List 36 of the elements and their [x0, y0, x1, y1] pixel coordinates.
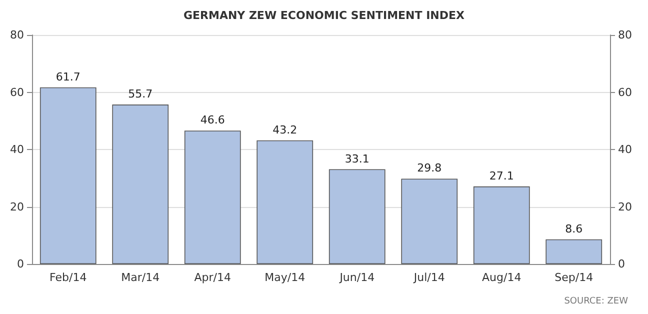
y-tick-label: 80	[10, 28, 24, 42]
source-note: SOURCE: ZEW	[564, 296, 628, 306]
data-label: 55.7	[128, 88, 153, 101]
x-tick-label: Feb/14	[50, 271, 87, 284]
y-tick-label: 20	[10, 200, 24, 214]
bar	[112, 104, 169, 264]
x-tick-label: Aug/14	[482, 271, 522, 284]
data-label: 33.1	[344, 152, 370, 166]
data-label: 8.6	[565, 222, 583, 236]
bar	[256, 140, 314, 264]
x-tick-label: Mar/14	[121, 271, 160, 284]
x-tick-label: May/14	[264, 271, 306, 284]
bar	[473, 186, 530, 264]
bar	[401, 178, 458, 264]
bar	[184, 130, 241, 264]
x-tick-label: Jun/14	[338, 271, 375, 284]
y2-tick-label: 60	[618, 86, 632, 99]
data-label: 43.2	[272, 123, 298, 136]
y-tick-label: 40	[10, 143, 24, 156]
data-label: 61.7	[56, 70, 80, 84]
x-tick-label: Jul/14	[412, 271, 445, 284]
bar	[328, 169, 386, 264]
y2-tick-label: 40	[618, 143, 632, 156]
data-label: 27.1	[489, 169, 514, 182]
x-tick-label: Sep/14	[554, 271, 594, 284]
y2-tick-label: 80	[618, 28, 632, 42]
data-label: 29.8	[417, 162, 442, 175]
y2-tick-label: 0	[618, 258, 625, 270]
x-tick-label: Apr/14	[194, 271, 231, 284]
data-label: 46.6	[200, 114, 225, 127]
bar	[546, 239, 602, 264]
y-tick-label: 0	[17, 258, 24, 270]
chart-title: GERMANY ZEW ECONOMIC SENTIMENT INDEX	[183, 9, 466, 22]
bar	[40, 87, 96, 264]
y-tick-label: 60	[10, 86, 24, 99]
y2-tick-label: 20	[618, 200, 632, 214]
